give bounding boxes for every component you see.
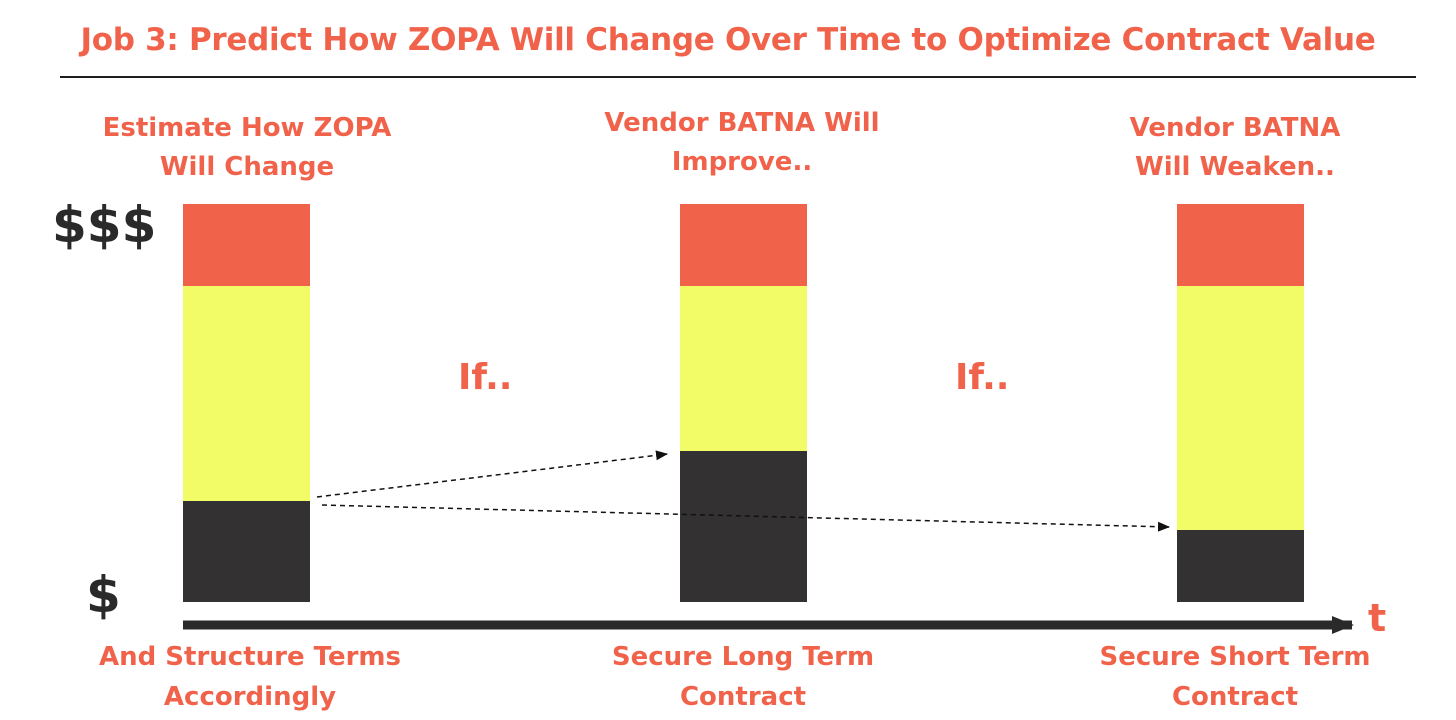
column-1-footer: And Structure Terms Accordingly bbox=[70, 637, 430, 717]
column-2-dark-segment bbox=[680, 451, 807, 602]
column-2-footer-line-2: Contract bbox=[679, 682, 807, 712]
column-1-heading-line-2: Will Change bbox=[159, 152, 335, 182]
weaken-dashed-arrow bbox=[321, 504, 1170, 532]
column-1-heading: Estimate How ZOPA Will Change bbox=[77, 109, 417, 187]
low-value-label: $ bbox=[86, 566, 121, 624]
column-2-heading-line-2: Improve.. bbox=[671, 147, 813, 177]
improve-dashed-arrow bbox=[316, 450, 668, 498]
title-divider bbox=[60, 76, 1416, 78]
column-1-footer-line-1: And Structure Terms bbox=[99, 642, 401, 672]
column-2-bar bbox=[680, 204, 807, 602]
column-3-heading: Vendor BATNA Will Weaken.. bbox=[1065, 109, 1405, 187]
column-1-yellow-segment bbox=[183, 286, 310, 501]
if-label-1: If.. bbox=[458, 357, 513, 398]
column-2-heading-line-1: Vendor BATNA Will bbox=[604, 108, 880, 138]
column-2-heading: Vendor BATNA Will Improve.. bbox=[572, 104, 912, 182]
column-2-footer: Secure Long Term Contract bbox=[563, 637, 923, 717]
column-2-red-segment bbox=[680, 204, 807, 286]
if-label-2: If.. bbox=[955, 357, 1010, 398]
column-3-heading-line-2: Will Weaken.. bbox=[1135, 152, 1335, 182]
time-axis-label: t bbox=[1368, 596, 1387, 640]
column-1-bar bbox=[183, 204, 310, 602]
high-value-label: $$$ bbox=[52, 196, 157, 254]
column-1-footer-line-2: Accordingly bbox=[163, 682, 337, 712]
column-3-footer-line-1: Secure Short Term bbox=[1099, 642, 1371, 672]
column-3-footer: Secure Short Term Contract bbox=[1055, 637, 1415, 717]
column-3-footer-line-2: Contract bbox=[1171, 682, 1299, 712]
column-3-red-segment bbox=[1177, 204, 1304, 286]
column-3-yellow-segment bbox=[1177, 286, 1304, 530]
diagram-title: Job 3: Predict How ZOPA Will Change Over… bbox=[80, 22, 1376, 58]
column-1-heading-line-1: Estimate How ZOPA bbox=[102, 113, 392, 143]
column-3-bar bbox=[1177, 204, 1304, 602]
column-2-footer-line-1: Secure Long Term bbox=[611, 642, 875, 672]
column-2-yellow-segment bbox=[680, 286, 807, 451]
column-1-red-segment bbox=[183, 204, 310, 286]
column-1-dark-segment bbox=[183, 501, 310, 602]
column-3-heading-line-1: Vendor BATNA bbox=[1129, 113, 1341, 143]
column-3-dark-segment bbox=[1177, 530, 1304, 602]
